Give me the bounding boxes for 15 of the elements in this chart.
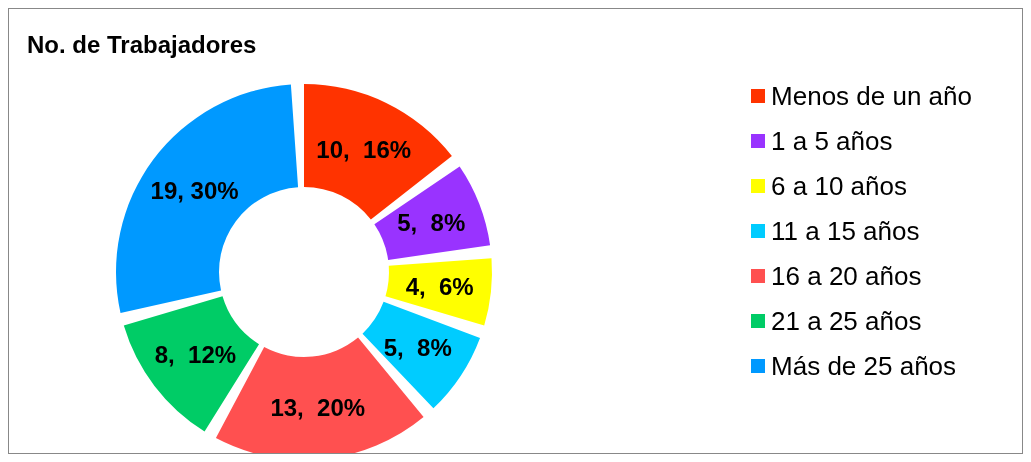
legend-label: 1 a 5 años bbox=[771, 125, 893, 157]
data-label: 13, 20% bbox=[270, 394, 366, 422]
legend-label: Menos de un año bbox=[771, 80, 972, 112]
legend-label: Más de 25 años bbox=[771, 350, 957, 382]
legend-label: 11 a 15 años bbox=[771, 215, 920, 247]
legend-label: 16 a 20 años bbox=[771, 260, 922, 292]
legend-label: 6 a 10 años bbox=[771, 170, 907, 202]
data-label: 8, 12% bbox=[154, 341, 237, 369]
data-label: 5, 8% bbox=[397, 209, 466, 237]
legend-label: 21 a 25 años bbox=[771, 305, 922, 337]
data-label: 4, 6% bbox=[405, 273, 474, 301]
data-label: 10, 16% bbox=[316, 135, 412, 163]
data-label: 19, 30% bbox=[150, 176, 239, 204]
data-label: 5, 8% bbox=[383, 333, 452, 361]
chart-title: No. de Trabajadores bbox=[27, 31, 257, 59]
